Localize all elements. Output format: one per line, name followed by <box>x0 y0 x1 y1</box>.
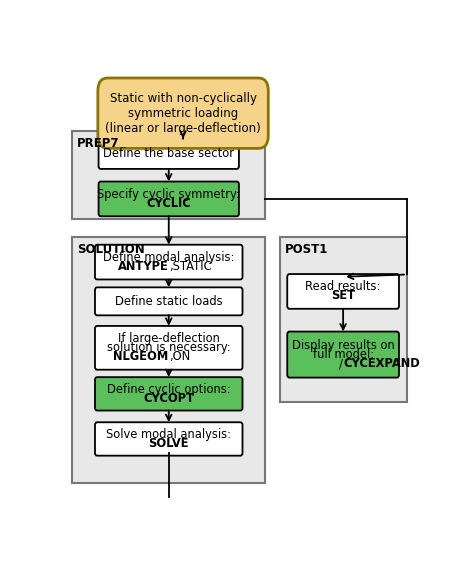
Text: Define the base sector: Define the base sector <box>103 147 234 161</box>
Text: SOLVE: SOLVE <box>148 437 189 450</box>
Text: Solve modal analysis:: Solve modal analysis: <box>106 428 231 441</box>
Text: Static with non-cyclically
symmetric loading
(linear or large-deflection): Static with non-cyclically symmetric loa… <box>105 91 261 135</box>
FancyBboxPatch shape <box>95 423 243 456</box>
Text: /: / <box>339 357 343 370</box>
Text: ,ON: ,ON <box>169 350 190 363</box>
FancyBboxPatch shape <box>287 332 399 377</box>
Text: CYCLIC: CYCLIC <box>146 197 191 210</box>
Text: SOLUTION: SOLUTION <box>77 243 145 255</box>
Text: Specify cyclic symmetry:: Specify cyclic symmetry: <box>97 188 240 201</box>
Text: SET: SET <box>331 289 355 302</box>
Text: full model:: full model: <box>313 348 374 361</box>
Text: CYCEXPAND: CYCEXPAND <box>343 357 420 370</box>
FancyBboxPatch shape <box>95 326 243 370</box>
FancyBboxPatch shape <box>95 377 243 411</box>
Text: Read results:: Read results: <box>305 281 381 294</box>
Text: NLGEOM: NLGEOM <box>114 350 169 363</box>
FancyBboxPatch shape <box>98 139 239 169</box>
Text: Define modal analysis:: Define modal analysis: <box>103 251 234 264</box>
FancyBboxPatch shape <box>95 287 243 315</box>
Text: POST1: POST1 <box>285 243 328 255</box>
Text: Define cyclic options:: Define cyclic options: <box>107 383 231 396</box>
FancyBboxPatch shape <box>287 274 399 309</box>
FancyBboxPatch shape <box>98 78 268 148</box>
Text: Display results on: Display results on <box>292 339 395 352</box>
Text: ,STATIC: ,STATIC <box>169 260 212 273</box>
Text: Define static loads: Define static loads <box>115 295 223 308</box>
Bar <box>280 237 407 402</box>
FancyBboxPatch shape <box>95 245 243 280</box>
Bar <box>72 131 265 219</box>
Text: ANTYPE: ANTYPE <box>118 260 169 273</box>
Text: If large-deflection: If large-deflection <box>118 332 220 345</box>
Bar <box>72 237 265 483</box>
FancyBboxPatch shape <box>98 182 239 216</box>
Text: solution is necessary:: solution is necessary: <box>107 341 231 355</box>
Text: PREP7: PREP7 <box>77 137 119 149</box>
Text: CYCOPT: CYCOPT <box>143 392 195 405</box>
